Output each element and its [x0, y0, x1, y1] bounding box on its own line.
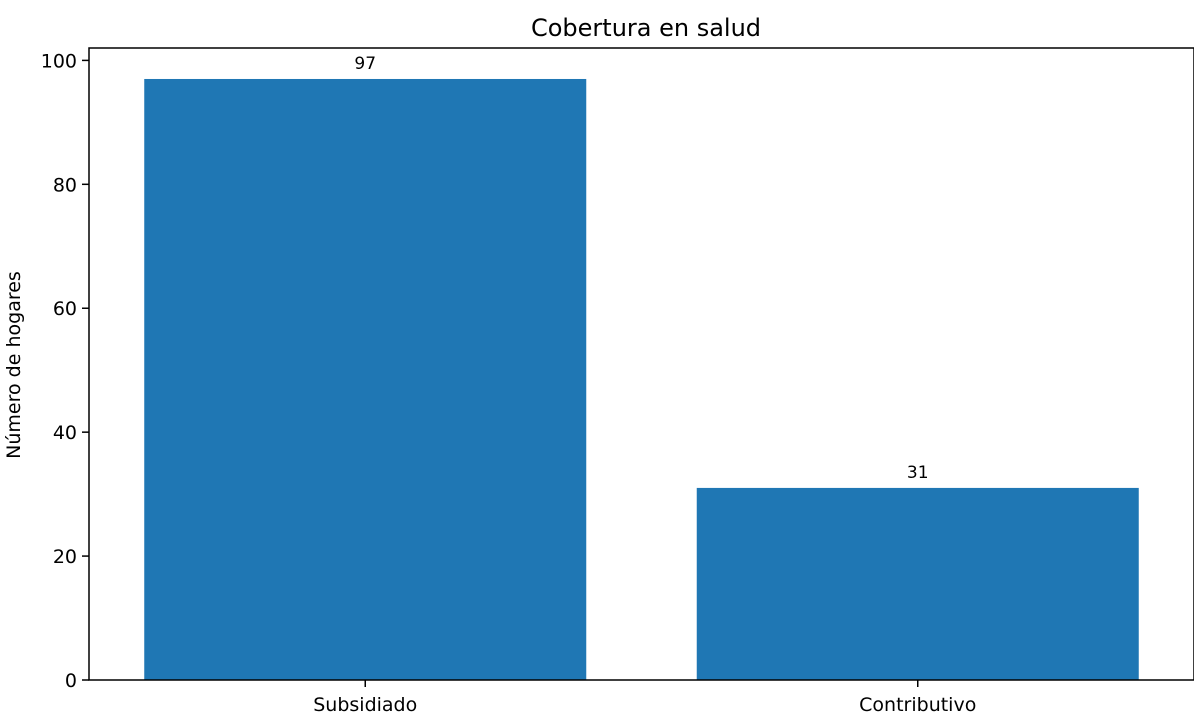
- data-label-contributivo: 31: [907, 463, 929, 483]
- y-tick-label: 80: [53, 174, 77, 196]
- x-axis: Subsidiado Contributivo: [313, 680, 976, 715]
- y-tick-label: 40: [53, 422, 77, 444]
- chart-title: Cobertura en salud: [531, 14, 761, 42]
- x-tick-label: Subsidiado: [313, 694, 417, 715]
- y-tick-label: 100: [41, 50, 77, 72]
- bar-subsidiado: [144, 78, 587, 680]
- plot-frame: [88, 47, 1194, 681]
- data-label-subsidiado: 97: [354, 54, 376, 74]
- y-tick-label: 20: [53, 546, 77, 568]
- y-axis: 0 20 40 60 80 100: [41, 50, 89, 692]
- plot-area: 97 31: [144, 54, 1139, 680]
- y-axis-label: Número de hogares: [3, 271, 25, 459]
- y-tick-label: 0: [65, 670, 77, 692]
- x-tick-label: Contributivo: [859, 694, 976, 715]
- y-tick-label: 60: [53, 298, 77, 320]
- bar-contributivo: [696, 487, 1139, 680]
